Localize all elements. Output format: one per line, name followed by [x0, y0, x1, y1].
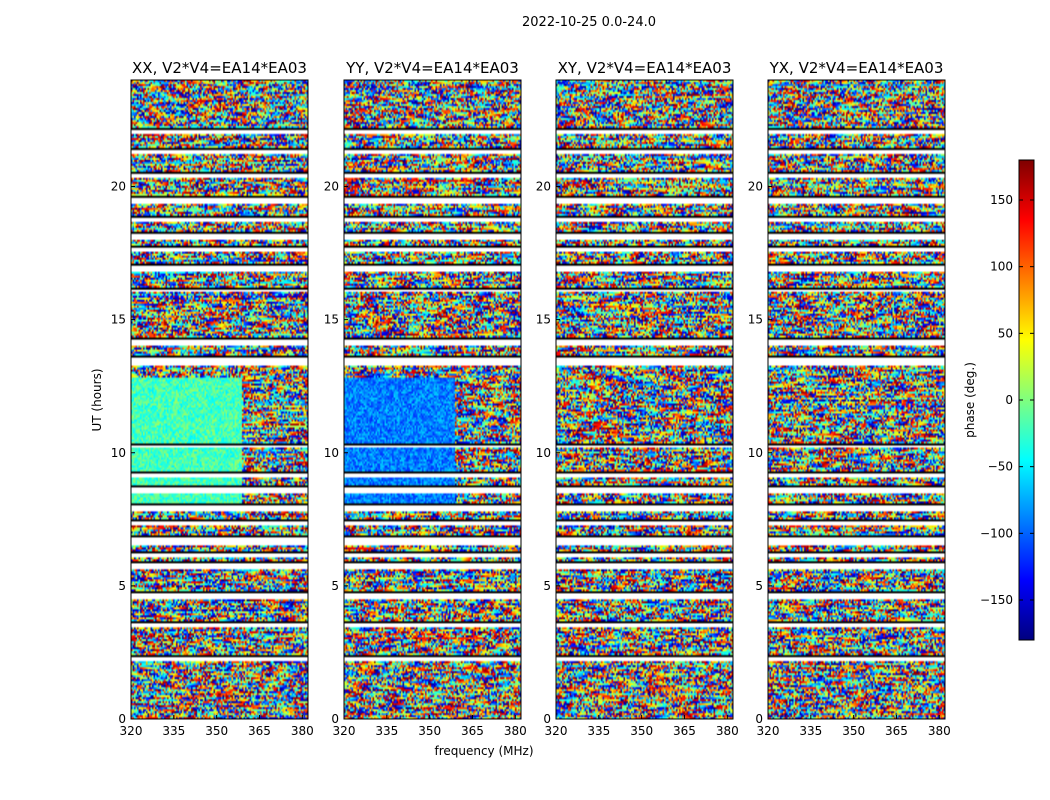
x-tick-label-2-2: 350 [630, 724, 653, 738]
y-tick-label-1-1: 5 [331, 579, 339, 593]
colorbar-tick-label-2: −50 [988, 460, 1013, 474]
y-tick-label-0-1: 5 [118, 579, 126, 593]
colorbar-tick-label-3: 0 [1005, 393, 1013, 407]
y-tick-label-3-3: 15 [748, 313, 763, 327]
panel-2: XY, V2*V4=EA14*EA03 320 335 350 365 380 0 5 10 15… [536, 59, 739, 738]
colorbar-tick-label-1: −100 [980, 526, 1013, 540]
x-axis-label: frequency (MHz) [434, 744, 533, 758]
y-tick-label-3-2: 10 [748, 446, 763, 460]
y-tick-label-1-0: 0 [331, 712, 339, 726]
panel-title-1: YY, V2*V4=EA14*EA03 [345, 59, 519, 77]
panel-frame-1 [343, 79, 522, 720]
y-tick-label-0-0: 0 [118, 712, 126, 726]
colorbar: −150 −100 −50 0 50 100 150 [980, 159, 1035, 641]
y-tick-label-1-2: 10 [324, 446, 339, 460]
panel-frame-0 [130, 79, 309, 720]
y-tick-label-3-0: 0 [755, 712, 763, 726]
x-tick-label-3-4: 380 [928, 724, 951, 738]
y-tick-label-3-4: 20 [748, 180, 763, 194]
x-tick-label-0-2: 350 [205, 724, 228, 738]
y-tick-label-1-3: 15 [324, 313, 339, 327]
x-tick-label-3-0: 320 [757, 724, 780, 738]
x-tick-label-0-3: 365 [248, 724, 271, 738]
colorbar-tick-label-5: 100 [990, 260, 1013, 274]
x-tick-label-1-0: 320 [333, 724, 356, 738]
heatmap-image-3 [768, 80, 945, 719]
x-tick-label-1-2: 350 [418, 724, 441, 738]
y-tick-label-0-2: 10 [111, 446, 126, 460]
y-tick-label-2-0: 0 [543, 712, 551, 726]
panel-frame-3 [767, 79, 946, 720]
y-tick-label-2-4: 20 [536, 180, 551, 194]
x-tick-label-0-1: 335 [162, 724, 185, 738]
x-tick-label-0-4: 380 [291, 724, 314, 738]
x-tick-label-3-1: 335 [799, 724, 822, 738]
heatmap-image-0 [131, 80, 308, 719]
x-tick-label-0-0: 320 [120, 724, 143, 738]
panels-group: XX, V2*V4=EA14*EA03 320 335 350 365 380 0 5 10 15… [111, 59, 951, 738]
colorbar-tick-label-4: 50 [998, 326, 1013, 340]
colorbar-tick-label-0: −150 [980, 593, 1013, 607]
x-tick-label-1-3: 365 [461, 724, 484, 738]
panel-title-2: XY, V2*V4=EA14*EA03 [558, 59, 732, 77]
y-tick-label-0-3: 15 [111, 313, 126, 327]
figure-suptitle: 2022-10-25 0.0-24.0 [522, 15, 656, 30]
x-tick-label-3-2: 350 [842, 724, 865, 738]
panel-frame-2 [555, 79, 734, 720]
y-tick-label-2-3: 15 [536, 313, 551, 327]
x-tick-label-1-1: 335 [375, 724, 398, 738]
x-tick-label-1-4: 380 [504, 724, 527, 738]
x-tick-label-2-4: 380 [716, 724, 739, 738]
y-tick-label-1-4: 20 [324, 180, 339, 194]
x-tick-label-3-3: 365 [885, 724, 908, 738]
x-tick-label-2-0: 320 [545, 724, 568, 738]
heatmap-image-2 [556, 80, 733, 719]
colorbar-tick-label-6: 150 [990, 193, 1013, 207]
panel-title-0: XX, V2*V4=EA14*EA03 [132, 59, 307, 77]
colorbar-label: phase (deg.) [963, 362, 977, 438]
x-tick-label-2-3: 365 [673, 724, 696, 738]
y-tick-label-2-1: 5 [543, 579, 551, 593]
y-tick-label-0-4: 20 [111, 180, 126, 194]
panel-1: YY, V2*V4=EA14*EA03 320 335 350 365 380 0 5 10 15… [324, 59, 527, 738]
heatmap-image-1 [344, 80, 521, 719]
panel-0: XX, V2*V4=EA14*EA03 320 335 350 365 380 0 5 10 15… [111, 59, 314, 738]
panel-title-3: YX, V2*V4=EA14*EA03 [769, 59, 944, 77]
y-tick-label-3-1: 5 [755, 579, 763, 593]
y-axis-label: UT (hours) [90, 368, 104, 431]
panel-3: YX, V2*V4=EA14*EA03 320 335 350 365 380 0 5 10 15… [748, 59, 951, 738]
y-tick-label-2-2: 10 [536, 446, 551, 460]
x-tick-label-2-1: 335 [587, 724, 610, 738]
